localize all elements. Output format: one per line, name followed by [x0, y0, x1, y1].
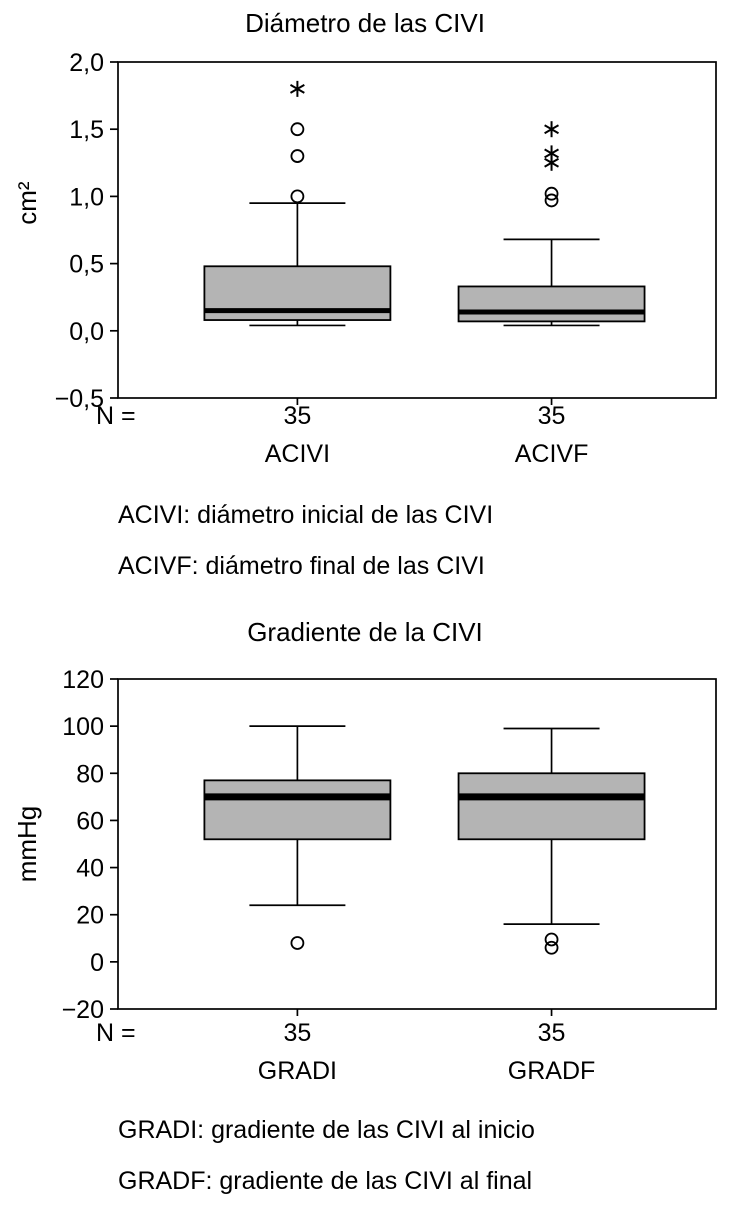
y-tick-label: 0,0	[69, 318, 104, 346]
category-label: ACIVI	[265, 440, 330, 468]
star-ray	[544, 148, 559, 159]
category-label: GRADF	[508, 1057, 596, 1085]
y-tick-label: 0,5	[69, 251, 104, 279]
n-value: 35	[538, 1019, 566, 1047]
footnote-acivi: ACIVI: diámetro inicial de las CIVI	[118, 501, 494, 529]
star-ray	[544, 124, 559, 135]
outlier-circle	[544, 186, 559, 201]
y-tick-label: 60	[76, 807, 104, 835]
chart-block-diametro: Diámetro de las CIVI 2,0 1,5 1,0 0,5 0,0 −0,5…	[0, 6, 730, 581]
footnote-gradi: GRADI: gradiente de las CIVI al inicio	[118, 1116, 535, 1144]
footnotes-diametro: ACIVI: diámetro inicial de las CIVI ACIV…	[118, 500, 730, 581]
star-ray	[289, 84, 305, 94]
star-ray	[544, 157, 559, 168]
plot-frame	[117, 61, 717, 399]
plot-frame	[117, 678, 717, 1010]
y-tick-label: −0,5	[55, 385, 104, 413]
n-prefix: N =	[96, 402, 136, 430]
outlier-circle	[290, 189, 305, 204]
n-prefix: N =	[96, 1019, 136, 1047]
iqr-box	[457, 285, 646, 323]
y-axis-title: mmHg	[12, 806, 42, 883]
y-tick-label: 40	[76, 855, 104, 883]
outlier-circle	[290, 122, 305, 137]
y-tick-label: 80	[76, 760, 104, 788]
footnote-acivf: ACIVF: diámetro final de las CIVI	[118, 552, 485, 580]
y-tick-label: 1,5	[69, 116, 104, 144]
box-group-gradf	[457, 727, 646, 955]
outlier-circle	[544, 932, 559, 947]
box-group-acivi	[203, 80, 392, 327]
n-value: 35	[283, 1019, 311, 1047]
y-tick-label: 1,0	[69, 183, 104, 211]
outlier-circle	[290, 936, 305, 950]
chart-title-gradiente: Gradiente de la CIVI	[247, 617, 483, 647]
boxplot-diametro-svg: 2,0 1,5 1,0 0,5 0,0 −0,5 cm² 35 ACIVI 35 ACIVF N =	[12, 49, 717, 468]
outlier-circle	[544, 940, 559, 955]
box-group-gradi	[203, 725, 392, 950]
n-value: 35	[283, 402, 311, 430]
y-tick-label: −20	[62, 996, 104, 1024]
y-axis-title: cm²	[12, 181, 42, 225]
outlier-circle	[544, 193, 559, 208]
chart-block-gradiente: Gradiente de la CIVI 120 100 80 60 40 20 0 −20 m…	[0, 615, 730, 1196]
footnote-gradf: GRADF: gradiente de las CIVI al final	[118, 1167, 533, 1195]
y-tick-label: 100	[62, 713, 104, 741]
chart-title-diametro: Diámetro de las CIVI	[245, 8, 485, 38]
n-value: 35	[538, 402, 566, 430]
y-tick-label: 120	[62, 666, 104, 694]
boxplot-gradiente-svg: 120 100 80 60 40 20 0 −20 mmHg 35 GRADI 35 GRADF N =	[12, 666, 717, 1085]
extreme-star	[544, 121, 559, 138]
iqr-box	[457, 772, 646, 841]
category-label: ACIVF	[515, 440, 589, 468]
box-group-acivf	[457, 121, 646, 327]
y-tick-label: 20	[76, 902, 104, 930]
y-tick-label: 0	[90, 949, 104, 977]
category-label: GRADI	[258, 1057, 337, 1085]
extreme-star	[289, 80, 305, 97]
footnotes-gradiente: GRADI: gradiente de las CIVI al inicio G…	[118, 1115, 730, 1196]
y-tick-label: 2,0	[69, 49, 104, 77]
outlier-circle	[290, 149, 305, 163]
extreme-star	[544, 145, 559, 162]
iqr-box	[203, 779, 392, 841]
